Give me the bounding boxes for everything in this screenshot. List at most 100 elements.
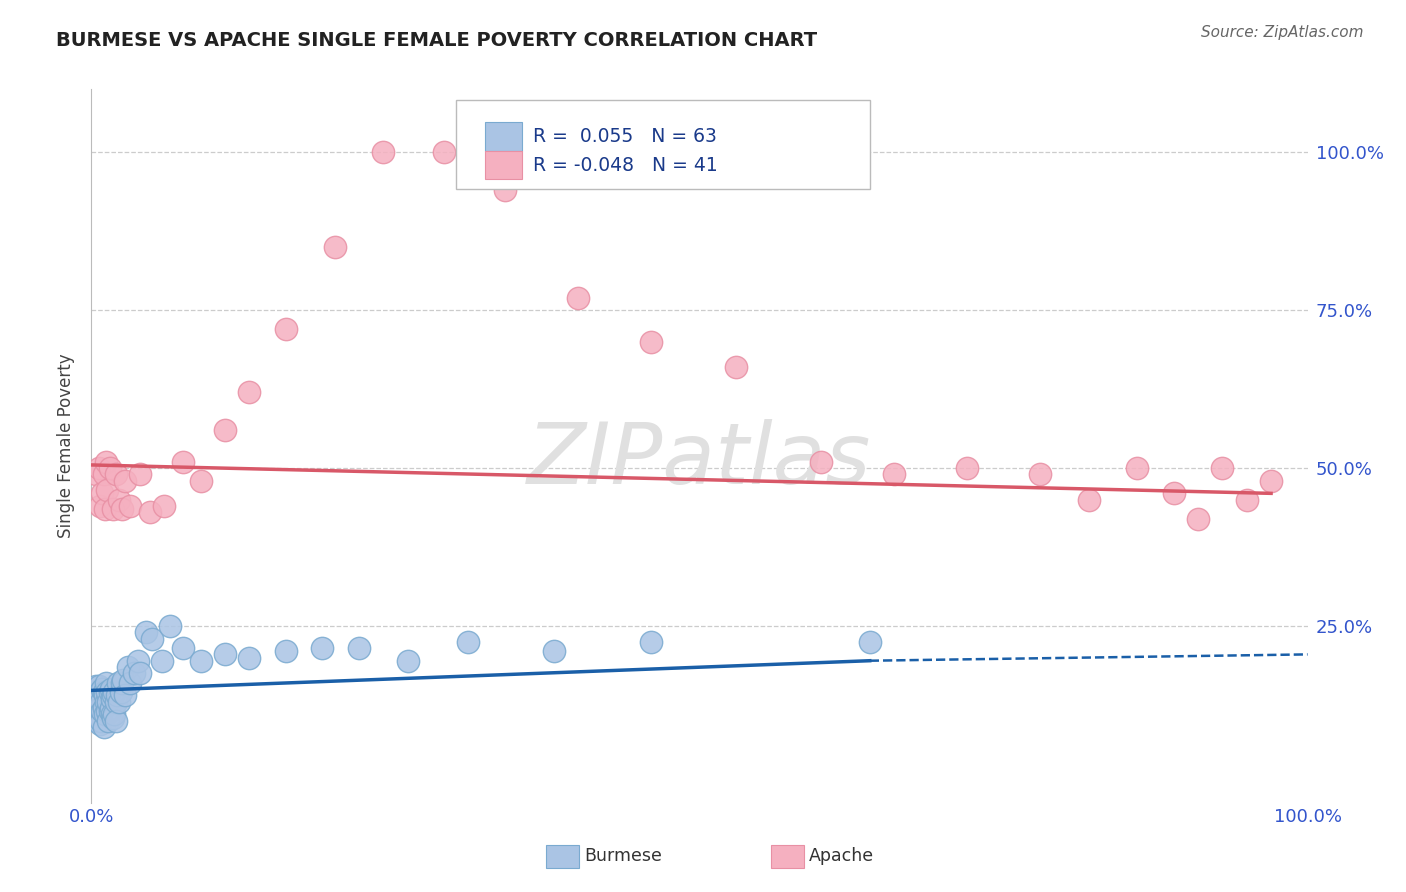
Point (100, 682, 122, 697)
FancyBboxPatch shape (547, 845, 579, 868)
Point (640, 334, 662, 349)
Point (373, 145, 395, 160)
Point (567, 291, 589, 305)
Text: R =  0.055   N = 63: R = 0.055 N = 63 (533, 127, 717, 145)
Point (86, 695, 108, 709)
Point (433, 145, 456, 160)
Point (114, 689, 136, 703)
Point (103, 685, 125, 699)
Point (1236, 492, 1258, 507)
Text: Burmese: Burmese (583, 847, 662, 865)
Point (274, 644, 297, 658)
Point (96, 704, 118, 718)
Point (238, 650, 260, 665)
Point (93, 467, 115, 482)
Point (94, 707, 117, 722)
Point (108, 695, 131, 709)
Point (98, 704, 121, 718)
Point (94, 675, 117, 690)
Point (214, 648, 236, 662)
Point (104, 714, 127, 728)
Point (97, 695, 120, 709)
Point (93, 701, 115, 715)
Point (91, 682, 114, 697)
Point (107, 675, 129, 690)
Y-axis label: Single Female Poverty: Single Female Poverty (58, 354, 76, 538)
Point (640, 634, 662, 648)
FancyBboxPatch shape (772, 845, 804, 868)
Point (100, 701, 122, 715)
Point (1029, 467, 1052, 482)
Point (724, 360, 747, 375)
Point (956, 461, 979, 475)
Point (347, 641, 370, 656)
Point (94, 502, 117, 516)
Text: R = -0.048   N = 41: R = -0.048 N = 41 (533, 155, 717, 175)
Point (101, 707, 124, 722)
Point (87, 679, 110, 693)
Point (90, 695, 112, 709)
Point (159, 619, 181, 633)
Point (103, 502, 125, 516)
Point (111, 502, 134, 516)
Point (90, 714, 112, 728)
Point (135, 625, 157, 640)
Point (494, 183, 516, 197)
Point (94, 695, 117, 709)
Point (153, 499, 176, 513)
Point (1260, 474, 1282, 488)
Point (108, 492, 131, 507)
Point (104, 467, 127, 482)
Point (190, 654, 212, 668)
Point (457, 634, 479, 648)
Point (89, 701, 111, 715)
Point (311, 641, 333, 656)
Point (101, 691, 124, 706)
Point (139, 505, 162, 519)
Point (105, 689, 128, 703)
Point (859, 634, 882, 648)
Point (120, 675, 142, 690)
Point (111, 673, 134, 687)
Point (1126, 461, 1149, 475)
Point (91, 486, 114, 500)
FancyBboxPatch shape (456, 100, 870, 189)
Point (323, 240, 346, 254)
Point (94, 689, 117, 703)
Point (396, 654, 419, 668)
FancyBboxPatch shape (485, 151, 522, 179)
Point (129, 666, 152, 681)
Point (1163, 486, 1185, 500)
Point (214, 423, 236, 437)
Point (89, 685, 111, 699)
Point (1211, 461, 1233, 475)
Point (87, 461, 110, 475)
Point (98, 685, 121, 699)
Text: ZIPatlas: ZIPatlas (527, 418, 872, 502)
Point (103, 707, 125, 722)
Point (86, 714, 108, 728)
Point (238, 385, 260, 400)
Point (141, 632, 163, 646)
Point (127, 654, 149, 668)
Point (103, 689, 125, 703)
Point (87, 701, 110, 715)
Point (1077, 492, 1099, 507)
Point (172, 641, 194, 656)
Point (190, 474, 212, 488)
Point (93, 685, 115, 699)
Point (1187, 511, 1209, 525)
Text: Source: ZipAtlas.com: Source: ZipAtlas.com (1201, 25, 1364, 40)
FancyBboxPatch shape (485, 122, 522, 151)
Point (883, 467, 905, 482)
Point (94, 455, 117, 469)
Point (274, 322, 297, 336)
Point (110, 685, 132, 699)
Point (84, 467, 107, 482)
Point (111, 675, 134, 690)
Point (89, 499, 111, 513)
Point (98, 461, 121, 475)
Point (93, 720, 115, 734)
Point (91, 704, 114, 718)
Point (117, 660, 139, 674)
